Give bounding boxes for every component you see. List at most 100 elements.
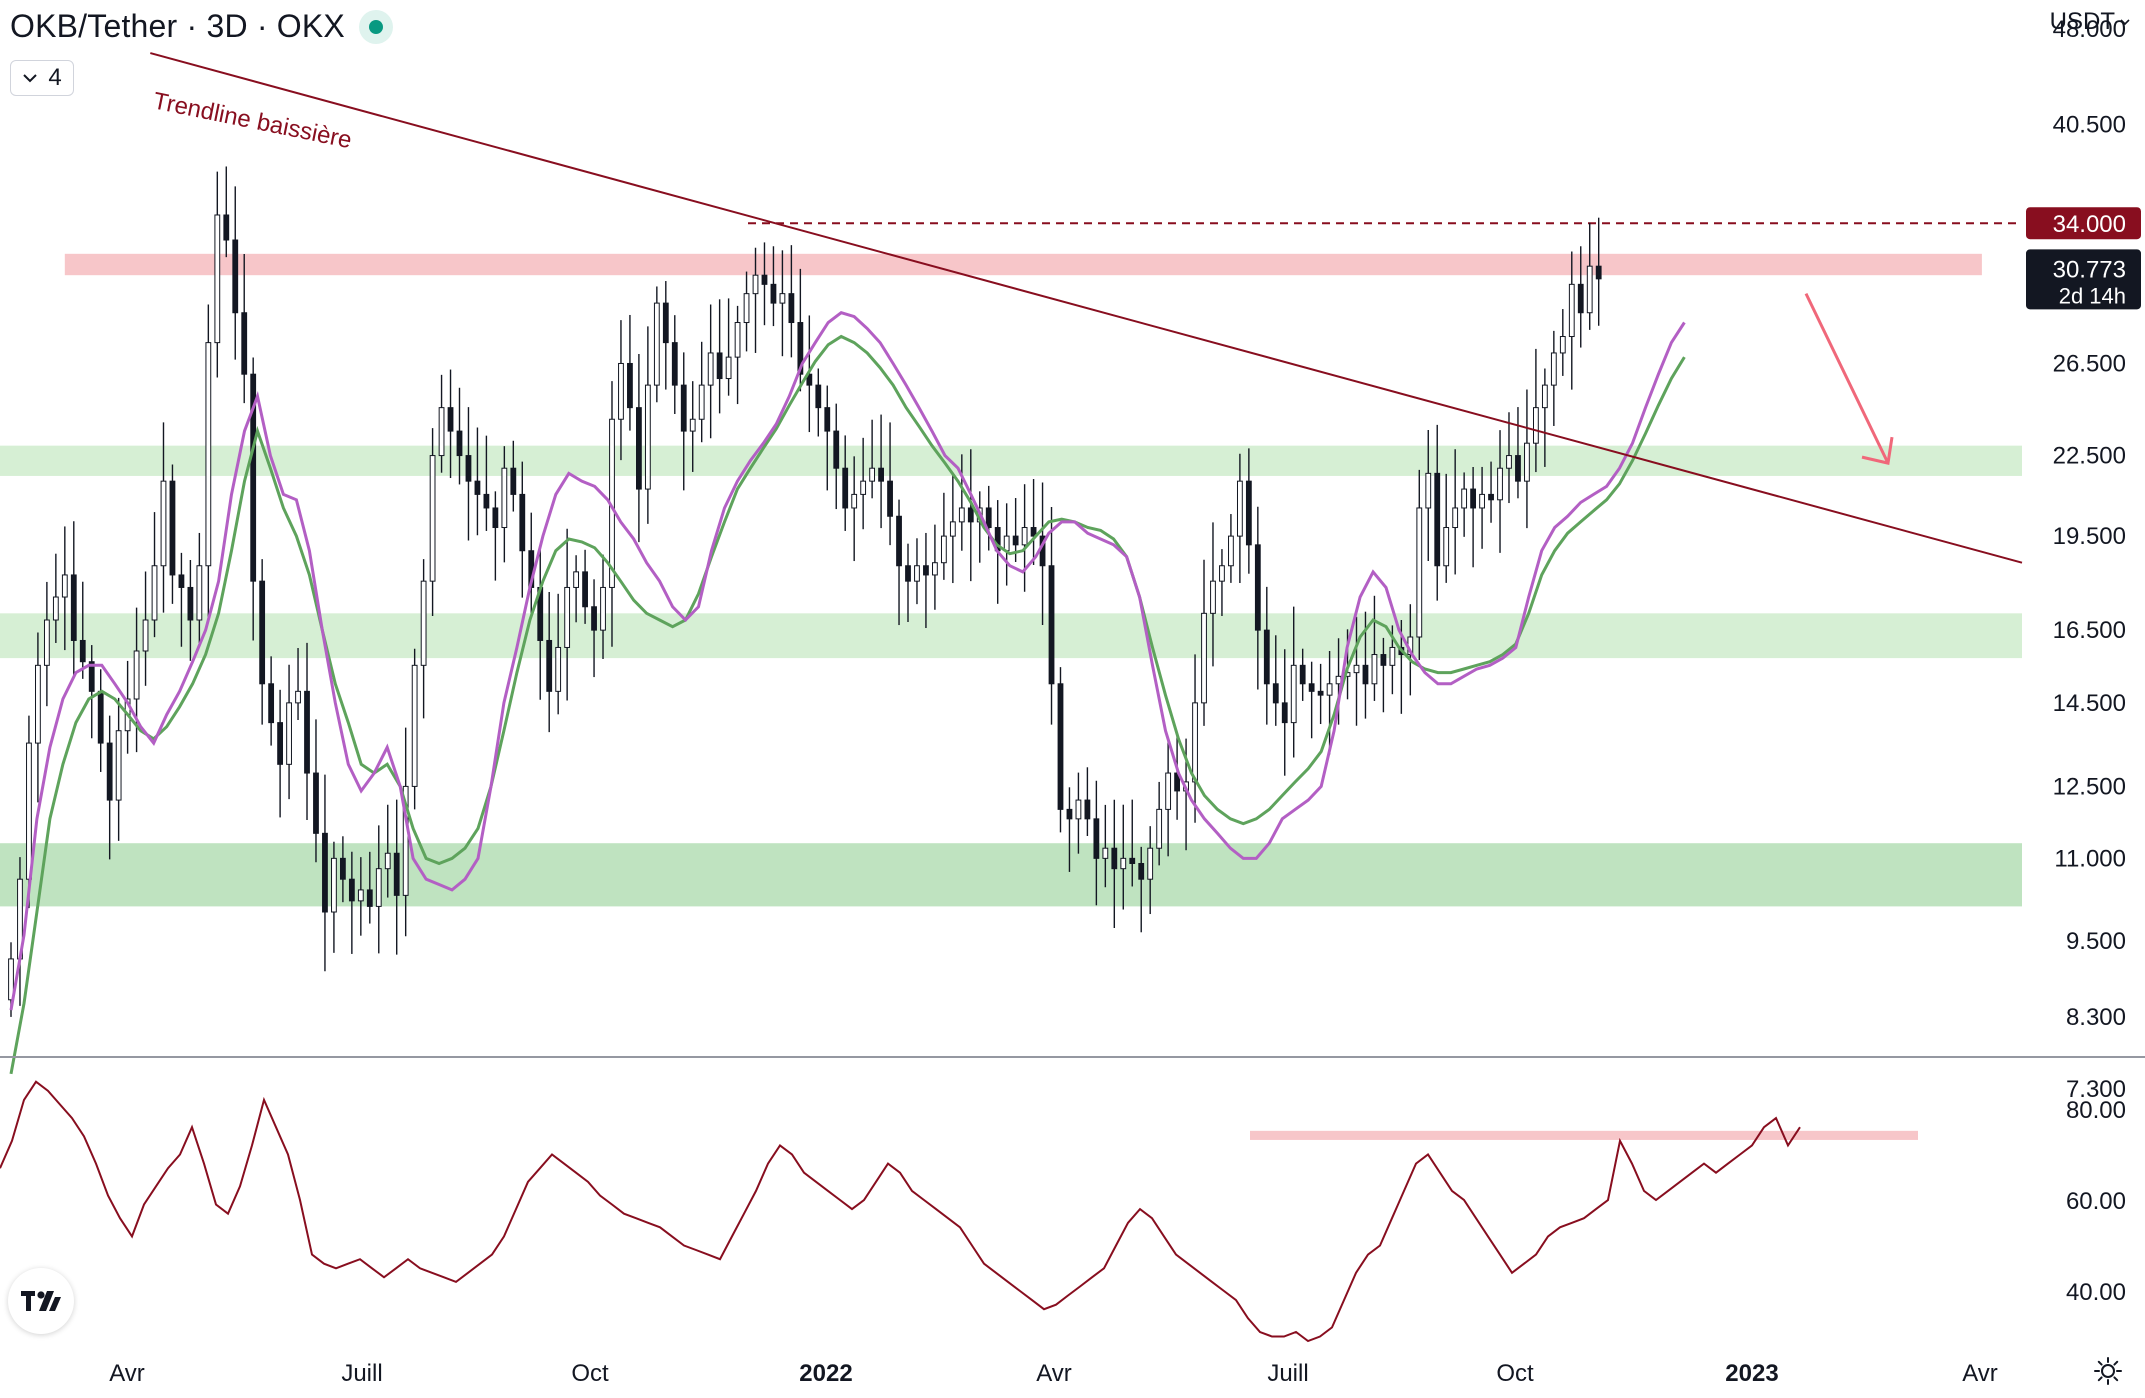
projection-arrow-line: [1804, 292, 1890, 464]
candle-body: [492, 507, 499, 529]
candle-body: [1210, 580, 1216, 614]
symbol-title[interactable]: OKB/Tether · 3D · OKX: [10, 8, 345, 44]
candle-body: [214, 214, 221, 344]
candle-body: [1003, 535, 1010, 552]
candle-body: [1120, 857, 1127, 870]
candle-body: [115, 730, 122, 801]
time-tick-label: 2022: [799, 1360, 852, 1387]
candle-body: [151, 565, 158, 621]
candle-body: [770, 283, 777, 304]
candle-body: [35, 664, 41, 744]
candle-body: [339, 857, 346, 880]
bearish-trendline: [150, 52, 2023, 564]
market-status-icon[interactable]: [358, 9, 393, 44]
chart-header: OKB/Tether · 3D · OKX: [10, 8, 393, 45]
candle-body: [277, 722, 284, 765]
candle-body: [70, 574, 77, 641]
candle-body: [501, 467, 508, 529]
rsi-axis[interactable]: 80.00 60.00 40.00: [2066, 1097, 2126, 1306]
candle-body: [600, 586, 606, 631]
candle-body: [79, 639, 86, 663]
candle-body: [223, 214, 230, 241]
candle-body: [205, 342, 212, 567]
candle-body: [196, 565, 203, 621]
last-price-label: 30.773: [2053, 256, 2126, 283]
price-pane[interactable]: Trendline baissière: [0, 52, 2023, 1075]
candle-body: [1245, 480, 1252, 546]
candle-body: [824, 407, 831, 432]
candle-body: [1219, 565, 1225, 582]
candle-body: [393, 852, 400, 896]
candle-body: [555, 646, 562, 692]
candle-body: [1595, 265, 1602, 280]
candle-body: [636, 407, 642, 490]
candle-body: [1524, 442, 1530, 482]
candle-body: [752, 274, 759, 295]
settings-button[interactable]: [2093, 1356, 2123, 1391]
candle-body: [1425, 472, 1432, 509]
support-zone: [0, 843, 2022, 907]
candle-body: [932, 562, 938, 576]
candle-body: [1568, 283, 1575, 338]
candle-body: [1541, 384, 1548, 409]
candle-body: [1165, 772, 1172, 810]
candle-body: [304, 690, 310, 774]
candle-body: [788, 293, 795, 324]
rsi-pane[interactable]: [0, 1080, 1918, 1343]
candle-body: [1577, 283, 1584, 314]
time-tick-label: Avr: [1962, 1360, 1998, 1387]
candle-body: [1201, 612, 1207, 704]
candle-body: [725, 356, 732, 380]
candle-body: [914, 565, 920, 582]
candle-body: [1075, 799, 1082, 820]
candle-body: [1461, 488, 1468, 509]
candle-body: [142, 619, 149, 652]
tradingview-logo[interactable]: [8, 1268, 74, 1334]
time-axis[interactable]: Avr Juill Oct 2022 Avr Juill Oct 2023 Avr: [109, 1360, 1998, 1387]
candle-body: [591, 606, 597, 631]
candle-body: [375, 868, 382, 907]
indicator-count: 4: [48, 64, 62, 91]
candle-body: [1272, 683, 1279, 704]
candle-body: [510, 467, 517, 495]
last-price-badge: [2026, 249, 2141, 310]
candle-body: [1326, 683, 1333, 696]
marked-level-label: 34.000: [2053, 211, 2126, 238]
candle-body: [815, 384, 822, 409]
candle-body: [1012, 535, 1019, 546]
candle-body: [1470, 488, 1477, 509]
candle-body: [582, 571, 588, 608]
candle-body: [1192, 702, 1198, 783]
candle-body: [1084, 799, 1091, 820]
candle-body: [474, 480, 481, 495]
time-tick-label: Juill: [1267, 1360, 1308, 1387]
candle-body: [1452, 507, 1459, 529]
candle-body: [519, 493, 526, 552]
candle-body: [860, 480, 867, 495]
candle-body: [160, 480, 167, 567]
candle-body: [1111, 847, 1118, 870]
candle-body: [1299, 664, 1306, 685]
candle-body: [940, 535, 947, 564]
candle-body: [1290, 664, 1297, 724]
candle-body: [958, 507, 965, 523]
price-axis[interactable]: 48.000 40.500 26.500 22.500 19.500 16.500 14.5…: [2026, 16, 2141, 1103]
candle-body: [905, 565, 911, 582]
candle-body: [949, 521, 956, 537]
candle-body: [618, 362, 624, 420]
currency-selector[interactable]: USDT: [2050, 8, 2131, 36]
indicators-toggle-button[interactable]: 4: [10, 60, 74, 96]
rsi-line: [0, 1080, 1801, 1343]
candle-body: [402, 785, 409, 896]
candle-body: [1586, 265, 1593, 314]
ema-long-line: [9, 334, 1686, 1075]
candle-body: [1048, 565, 1055, 685]
candle-body: [716, 352, 723, 380]
candle-body: [295, 690, 301, 704]
chevron-down-icon: [23, 74, 38, 83]
candle-body: [1057, 683, 1064, 810]
candle-body: [241, 312, 248, 375]
candle-body: [851, 493, 858, 509]
candle-body: [797, 322, 804, 375]
